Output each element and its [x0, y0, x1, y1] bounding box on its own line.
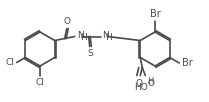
Text: Br: Br	[182, 58, 193, 68]
Text: Cl: Cl	[36, 78, 45, 87]
Text: H: H	[105, 33, 111, 42]
Text: Br: Br	[150, 9, 160, 19]
Text: N: N	[102, 31, 108, 40]
Text: O: O	[136, 79, 143, 88]
Text: O: O	[147, 79, 154, 88]
Text: H: H	[147, 76, 154, 85]
Text: S: S	[87, 49, 93, 59]
Text: H: H	[80, 33, 87, 42]
Text: HO: HO	[134, 83, 148, 91]
Text: Cl: Cl	[6, 58, 15, 67]
Text: O: O	[64, 18, 71, 27]
Text: N: N	[77, 31, 83, 40]
